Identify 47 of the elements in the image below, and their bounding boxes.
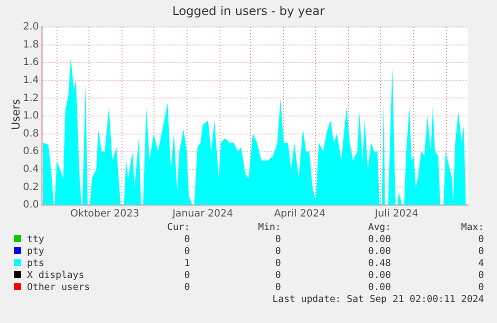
text: 1 xyxy=(184,258,190,269)
text: Max: xyxy=(461,222,484,233)
x-tick-label: April 2024 xyxy=(274,208,326,220)
legend-label: tty xyxy=(26,234,44,245)
y-tick-label: 0.0 xyxy=(22,200,39,211)
y-tick-label: 0.8 xyxy=(22,128,39,140)
legend-label: pty xyxy=(26,246,44,257)
text: 0.00 xyxy=(368,282,391,293)
y-tick-label: 1.2 xyxy=(22,92,39,104)
y-tick-label: 1.0 xyxy=(22,110,39,122)
text: 0 xyxy=(275,234,281,245)
text: 0 xyxy=(478,234,484,245)
y-tick-label: 0.4 xyxy=(22,164,39,175)
y-tick-label: 1.6 xyxy=(22,57,39,68)
y-tick-label: 1.8 xyxy=(22,39,39,50)
legend-label: X displays xyxy=(26,270,84,281)
x-tick-label: Januar 2024 xyxy=(171,208,234,220)
legend-label: pts xyxy=(26,258,44,269)
legend-label: Other users xyxy=(26,282,90,293)
text: 0.00 xyxy=(368,246,391,257)
text: Last update: Sat Sep 21 02:00:11 2024 xyxy=(272,294,484,305)
text: Cur: xyxy=(167,222,190,233)
text: 0 xyxy=(275,282,281,293)
text: Min: xyxy=(258,222,281,233)
text: 0 xyxy=(478,246,484,257)
y-axis-title: Users xyxy=(10,98,22,132)
x-tick-label: Juli 2024 xyxy=(374,208,418,220)
y-tick-label: 1.4 xyxy=(22,74,39,86)
text: 0 xyxy=(478,282,484,293)
x-tick-label: Oktober 2023 xyxy=(70,208,140,220)
text: 0 xyxy=(275,258,281,269)
text: 0 xyxy=(184,246,190,257)
text: 0 xyxy=(184,234,190,245)
text: 4 xyxy=(478,258,484,269)
text: 0 xyxy=(275,270,281,281)
y-tick-label: 0.2 xyxy=(22,182,39,193)
y-tick-label: 0.6 xyxy=(22,146,39,158)
text: 0.48 xyxy=(368,258,391,269)
chart-title: Logged in users - by year xyxy=(171,4,326,18)
y-tick-label: 2.0 xyxy=(22,22,39,33)
text: 0.00 xyxy=(368,270,391,281)
text: 0 xyxy=(184,282,190,293)
text: Avg: xyxy=(368,222,391,233)
text: 0 xyxy=(478,270,484,281)
text: 0 xyxy=(275,246,281,257)
text: 0 xyxy=(184,270,190,281)
text: 0.00 xyxy=(368,234,391,245)
